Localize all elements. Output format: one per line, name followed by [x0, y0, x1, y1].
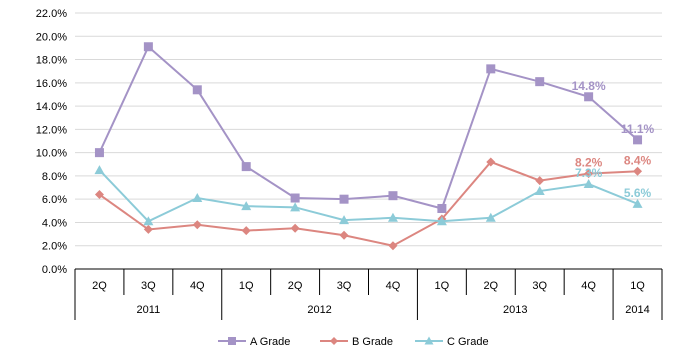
x-tick-label: 1Q — [630, 280, 645, 292]
data-point — [583, 179, 594, 189]
data-point — [534, 186, 545, 196]
legend-label: C Grade — [447, 336, 489, 348]
year-label: 2012 — [307, 304, 331, 316]
data-point — [632, 198, 643, 208]
data-point — [339, 194, 349, 204]
legend-entry: B Grade — [320, 336, 393, 348]
data-label: 14.8% — [572, 79, 606, 93]
x-tick-label: 4Q — [581, 280, 596, 292]
data-point — [192, 220, 202, 230]
x-tick-label: 3Q — [532, 280, 547, 292]
data-point — [486, 157, 496, 167]
series-b-grade — [94, 157, 643, 251]
y-tick-label: 14.0% — [36, 101, 67, 113]
data-point — [339, 230, 349, 240]
y-tick-label: 22.0% — [36, 8, 67, 20]
y-tick-label: 4.0% — [42, 217, 67, 229]
y-tick-label: 0.0% — [42, 264, 67, 276]
x-tick-label: 2Q — [288, 280, 303, 292]
data-labels: 14.8% 11.1% 8.2% 8.4% 7.3% 5.6% — [572, 79, 655, 200]
data-point — [94, 165, 105, 175]
x-tick-label: 3Q — [337, 280, 352, 292]
legend-marker — [330, 337, 338, 345]
data-point — [584, 169, 594, 179]
data-point — [339, 215, 350, 225]
x-tick-label: 4Q — [386, 280, 401, 292]
data-point — [94, 190, 104, 200]
data-label: 5.6% — [624, 186, 652, 200]
data-point — [143, 42, 153, 52]
x-tick-label: 1Q — [435, 280, 450, 292]
y-tick-label: 18.0% — [36, 55, 67, 67]
data-point — [192, 193, 203, 203]
x-tick-label: 2Q — [483, 280, 498, 292]
data-point — [143, 216, 154, 226]
gridlines — [75, 12, 662, 247]
y-axis-ticks: 0.0% 2.0% 4.0% 6.0% 8.0% 10.0% 12.0% 14.0% 16.0%… — [36, 8, 67, 276]
data-label: 11.1% — [621, 122, 655, 136]
legend-label: B Grade — [352, 336, 393, 348]
data-point — [633, 166, 643, 176]
y-tick-label: 6.0% — [42, 194, 67, 206]
legend-entry: A Grade — [218, 336, 290, 348]
data-point — [535, 77, 545, 87]
legend-marker — [228, 337, 236, 345]
legend-entry: C Grade — [415, 336, 489, 348]
data-point — [633, 135, 643, 145]
data-point — [290, 202, 301, 212]
series-line — [98, 160, 638, 247]
x-axis: 2Q 3Q 4Q 1Q 2Q 3Q 4Q 1Q 2Q 3Q 4Q 1Q 2011 2012 2013 2014 — [74, 268, 663, 320]
legend: A Grade B Grade C Grade — [218, 336, 489, 348]
data-label: 7.3% — [575, 166, 603, 180]
year-label: 2011 — [137, 304, 161, 316]
data-point — [143, 224, 153, 234]
data-point — [241, 201, 252, 211]
data-point — [290, 223, 300, 233]
year-label: 2014 — [625, 304, 649, 316]
series-line — [98, 45, 639, 210]
y-tick-label: 12.0% — [36, 124, 67, 136]
year-label: 2013 — [503, 304, 527, 316]
data-point — [388, 241, 398, 251]
y-tick-label: 8.0% — [42, 171, 67, 183]
series-c-grade — [94, 165, 643, 226]
data-point — [241, 226, 251, 236]
x-tick-label: 3Q — [141, 280, 156, 292]
x-tick-label: 4Q — [190, 280, 205, 292]
data-label: 8.4% — [624, 153, 652, 167]
data-point — [388, 191, 398, 201]
y-tick-label: 20.0% — [36, 31, 67, 43]
data-point — [94, 148, 104, 158]
data-point — [387, 212, 398, 222]
y-tick-label: 2.0% — [42, 241, 67, 253]
series-line — [98, 169, 638, 223]
data-point — [290, 193, 300, 203]
data-point — [241, 162, 251, 172]
data-point — [192, 85, 202, 95]
legend-label: A Grade — [250, 336, 290, 348]
data-point — [584, 92, 594, 102]
data-point — [436, 216, 447, 226]
data-label: 8.2% — [575, 156, 603, 170]
x-tick-label: 1Q — [239, 280, 254, 292]
data-point — [486, 64, 496, 74]
data-point — [485, 212, 496, 222]
y-tick-label: 16.0% — [36, 78, 67, 90]
data-point — [437, 203, 447, 213]
series-a-grade — [94, 42, 643, 213]
series-layer — [94, 42, 643, 251]
data-point — [535, 176, 545, 186]
y-tick-label: 10.0% — [36, 148, 67, 160]
x-tick-label: 2Q — [92, 280, 107, 292]
legend-marker — [424, 336, 434, 345]
